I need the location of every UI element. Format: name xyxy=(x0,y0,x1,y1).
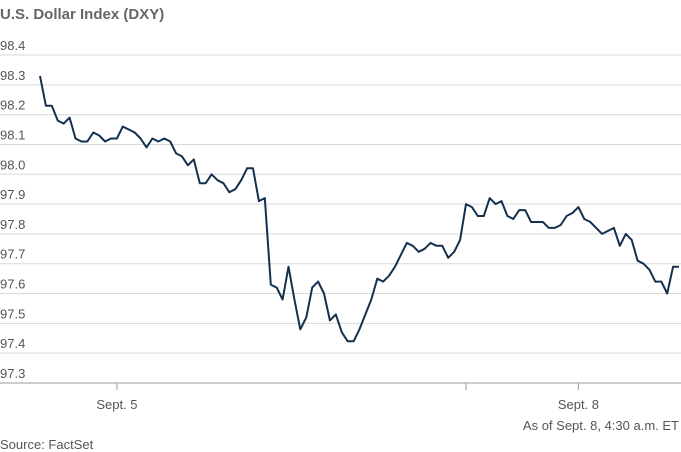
source: Source: FactSet xyxy=(0,437,94,452)
y-tick-label: 97.8 xyxy=(0,217,25,232)
y-tick-label: 98.4 xyxy=(0,38,25,53)
y-tick-label: 98.3 xyxy=(0,68,25,83)
y-tick-label: 98.0 xyxy=(0,157,25,172)
line xyxy=(39,75,679,343)
note: As of Sept. 8, 4:30 a.m. ET xyxy=(523,418,679,433)
y-tick-label: 98.2 xyxy=(0,98,25,113)
y-tick-label: 97.3 xyxy=(0,366,25,381)
x-tick-label: Sept. 5 xyxy=(96,397,137,412)
y-tick-label: 97.5 xyxy=(0,306,25,321)
chart-title: U.S. Dollar Index (DXY) xyxy=(0,6,164,23)
y-tick-label: 97.9 xyxy=(0,187,25,202)
x-tick-label: Sept. 8 xyxy=(558,397,599,412)
y-tick-label: 97.6 xyxy=(0,277,25,292)
y-tick-label: 98.1 xyxy=(0,127,25,142)
y-tick-label: 97.4 xyxy=(0,336,25,351)
y-tick-label: 97.7 xyxy=(0,247,25,262)
